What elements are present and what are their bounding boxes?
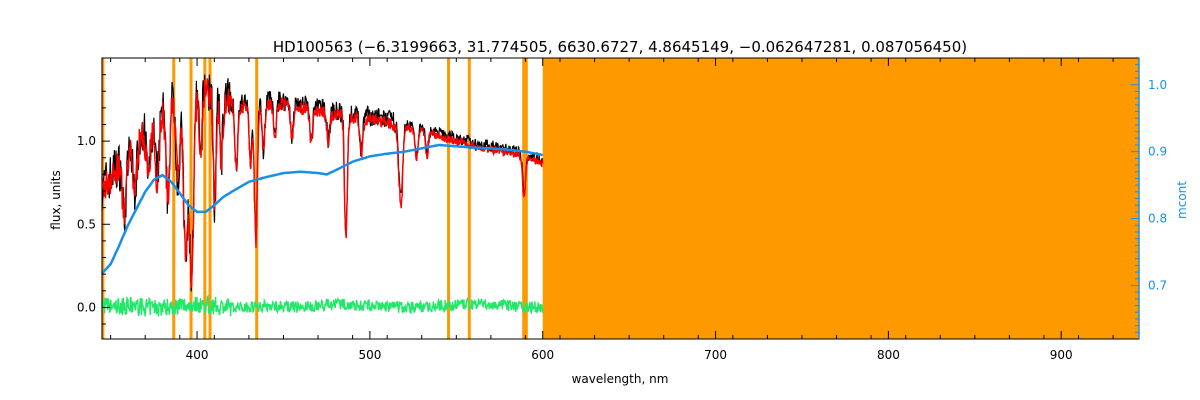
masked-line <box>203 58 207 339</box>
y2-tick-label: 0.7 <box>1148 278 1167 292</box>
y-tick-label: 0.0 <box>77 300 96 314</box>
masked-line <box>172 58 176 339</box>
y2-tick-label: 0.9 <box>1148 145 1167 159</box>
x-tick-label: 500 <box>358 348 381 362</box>
x-tick-label: 600 <box>531 348 554 362</box>
series-line-continuum <box>101 143 543 275</box>
x-tick-label: 700 <box>704 348 727 362</box>
series-line-observed <box>101 74 544 292</box>
masked-regions <box>101 58 1139 339</box>
y-axis-label: flux, units <box>49 170 63 229</box>
masked-line <box>189 58 193 339</box>
masked-line <box>467 58 471 339</box>
masked-line <box>208 58 212 339</box>
masked-line <box>522 58 526 339</box>
series-line-model <box>101 78 544 288</box>
x-axis-label: wavelength, nm <box>572 372 669 386</box>
y2-tick-label: 0.8 <box>1148 212 1167 226</box>
axes-layer: 400 500 600 700 800 900 0.0 0.5 1.0 0.7 0.8 0.9 1.0 <box>77 58 1167 362</box>
x-tick-label: 900 <box>1050 348 1073 362</box>
masked-band <box>542 58 1139 339</box>
x-tick-label: 400 <box>186 348 209 362</box>
series-line-residual <box>101 294 544 317</box>
masked-line <box>447 58 451 339</box>
masked-line <box>524 58 528 339</box>
chart-title: HD100563 (−6.3199663, 31.774505, 6630.67… <box>273 38 967 56</box>
y-tick-label: 1.0 <box>77 134 96 148</box>
y-tick-label: 0.5 <box>77 217 96 231</box>
y2-tick-label: 1.0 <box>1148 78 1167 92</box>
series-layer <box>101 74 544 317</box>
x-tick-label: 800 <box>877 348 900 362</box>
y2-axis-label: mcont <box>1175 181 1189 219</box>
